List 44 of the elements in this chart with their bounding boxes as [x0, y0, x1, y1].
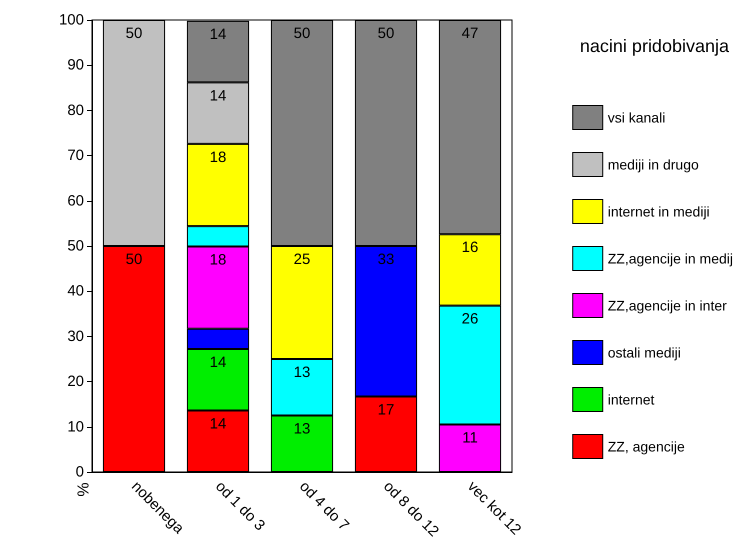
- x-tick-label: od 1 do 3: [212, 478, 268, 534]
- legend-label: internet: [608, 392, 655, 408]
- y-tick-label: 40: [67, 282, 84, 300]
- x-tick-label: od 8 do 12: [380, 478, 442, 540]
- y-tick-label: 0: [76, 464, 84, 480]
- data-label: 18: [210, 251, 226, 268]
- y-tick-label: 90: [67, 56, 84, 74]
- y-tick-label: 30: [67, 328, 84, 345]
- legend-label: mediji in drugo: [608, 156, 699, 172]
- data-label: 14: [210, 26, 226, 43]
- data-label: 13: [294, 364, 310, 381]
- data-label: 50: [126, 251, 142, 268]
- data-label: 16: [462, 239, 478, 256]
- data-label: 14: [210, 87, 226, 104]
- data-label: 14: [210, 416, 226, 433]
- data-label: 25: [294, 251, 310, 268]
- y-tick-label: 80: [67, 102, 84, 119]
- legend-label: ZZ, agencije: [608, 438, 685, 454]
- data-label: 17: [378, 402, 394, 419]
- y-tick-label: 70: [67, 147, 84, 164]
- data-label: 47: [462, 25, 478, 42]
- legend-label: internet in mediji: [608, 204, 710, 220]
- data-label: 18: [210, 148, 226, 166]
- data-label: 50: [126, 25, 142, 42]
- y-tick-label: 60: [67, 192, 84, 210]
- data-label: 33: [378, 251, 394, 268]
- legend-label: vsi kanali: [608, 110, 666, 126]
- data-label: 14: [210, 354, 226, 372]
- legend-title: nacini pridobivanja: [580, 36, 730, 56]
- data-label: 11: [462, 430, 478, 447]
- x-tick-label: od 4 do 7: [296, 478, 352, 534]
- data-label: 13: [294, 420, 310, 438]
- y-tick-label: 20: [67, 373, 84, 390]
- data-label: 50: [294, 25, 310, 42]
- y-tick-label: 10: [67, 418, 84, 436]
- legend-label: ZZ,agencije in inter: [608, 298, 728, 314]
- x-tick-label: vec kot 12: [464, 478, 524, 538]
- data-label: 26: [462, 310, 478, 328]
- y-axis-title: %: [76, 482, 92, 497]
- legend-label: ZZ,agencije in medij: [608, 250, 734, 266]
- y-tick-label: 100: [58, 12, 84, 28]
- legend-label: ostali mediji: [608, 344, 681, 360]
- data-label: 50: [378, 25, 394, 42]
- y-tick-label: 50: [67, 238, 84, 254]
